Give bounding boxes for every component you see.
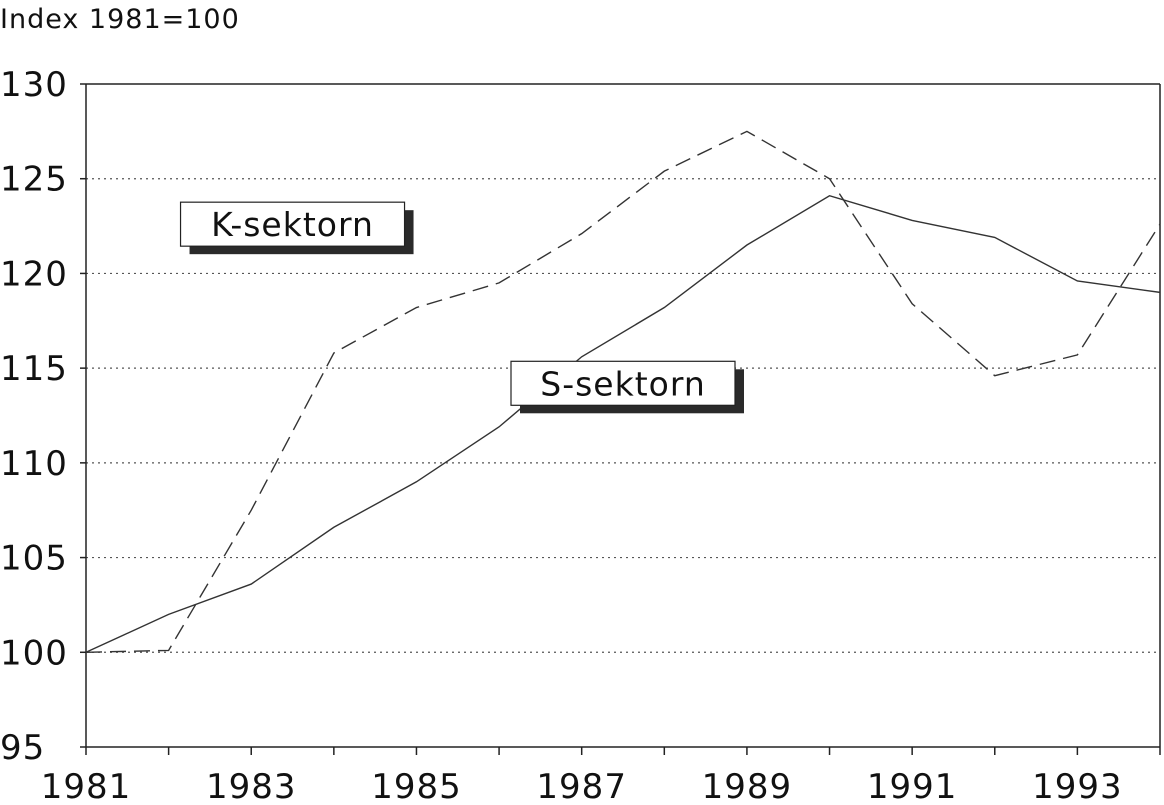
y-tick-label: 110 [0,444,68,484]
x-tick-label: 1989 [702,767,793,805]
annotation-frame [179,201,406,247]
series-lines [85,130,1161,653]
y-tick-label: 105 [0,539,68,579]
series-line-k-sektorn [85,130,1161,653]
y-tick-label: 100 [0,633,68,673]
annotation-box-k-sektorn: K-sektorn [179,201,414,255]
x-tick-label: 1991 [867,767,958,805]
annotation-label: S-sektorn [540,364,706,403]
axes: 95 100 105 110 115 120 125 130 1981 1983 1985 1987 1… [0,65,1161,805]
x-tick-label: 1987 [536,767,627,805]
annotation-label: K-sektorn [211,205,374,244]
unit-label: Index 1981=100 [0,4,240,35]
y-tick-label: 120 [0,254,68,294]
annotation-frame [510,360,736,406]
series-annotations: K-sektorn S-sektorn [179,201,744,414]
series-line-s-sektorn [85,195,1161,653]
x-tick-label: 1993 [1032,767,1123,805]
annotation-box-s-sektorn: S-sektorn [510,360,744,414]
x-tick-label: 1985 [371,767,462,805]
y-tick-label: 130 [0,65,68,105]
x-tick-label: 1983 [206,767,297,805]
x-tick-label: 1981 [41,767,132,805]
gridlines [86,178,1160,653]
y-tick-label: 115 [0,349,68,389]
y-tick-label: 125 [0,160,68,200]
y-tick-label: 95 [0,728,45,768]
